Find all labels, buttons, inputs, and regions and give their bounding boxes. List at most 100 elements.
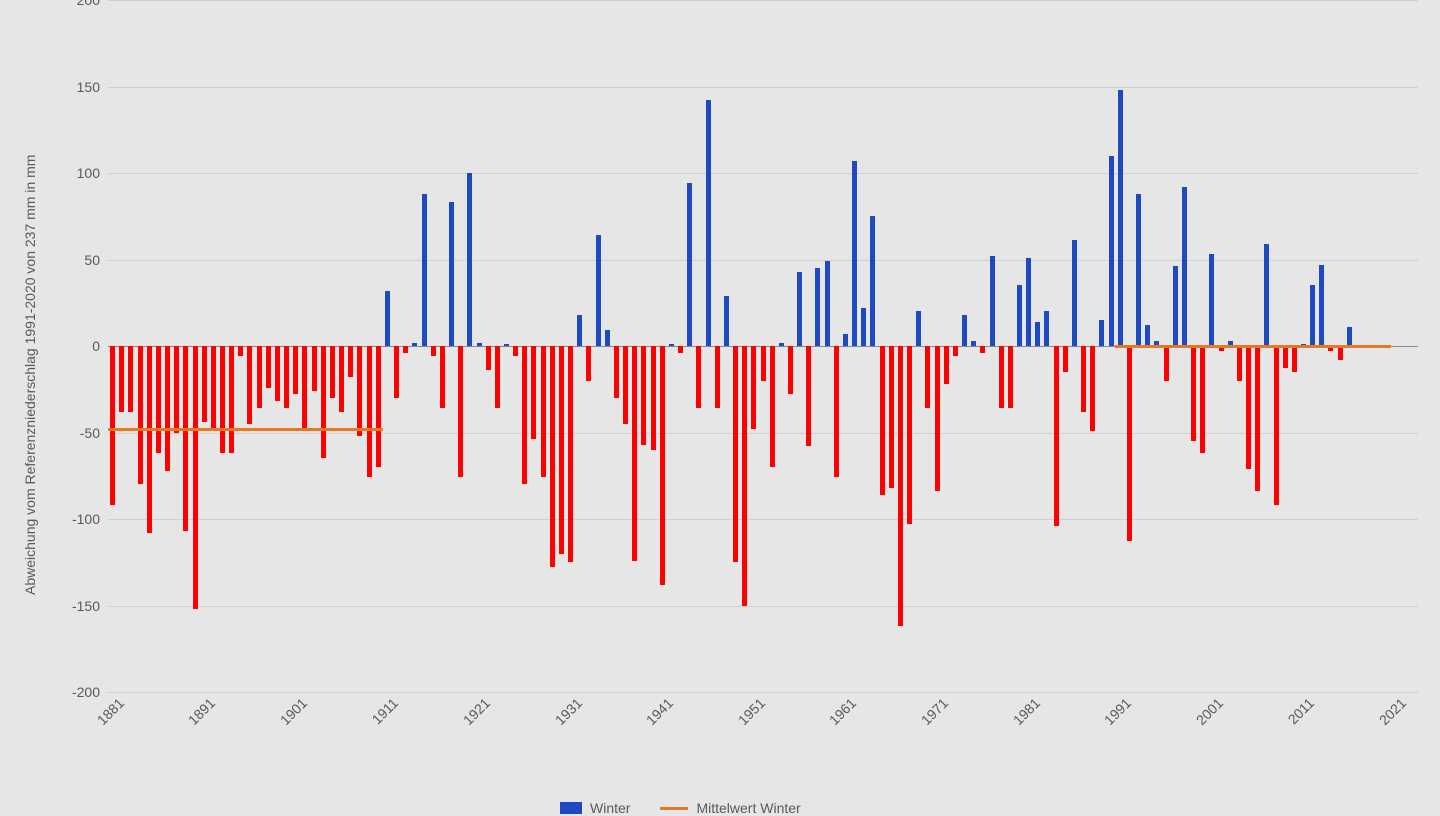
bar <box>990 256 995 346</box>
bar <box>275 346 280 401</box>
bar <box>211 346 216 429</box>
bar <box>907 346 912 524</box>
bar <box>1310 285 1315 346</box>
bar <box>1283 346 1288 368</box>
bar <box>1081 346 1086 412</box>
x-tick-label: 1921 <box>460 695 493 728</box>
x-tick-label: 1931 <box>551 695 584 728</box>
bar <box>687 183 692 346</box>
gridline <box>108 260 1418 261</box>
x-tick-label: 1981 <box>1009 695 1042 728</box>
bar <box>779 343 784 346</box>
bar <box>696 346 701 408</box>
bar <box>357 346 362 436</box>
mean-line-segment <box>1115 345 1391 348</box>
bar <box>999 346 1004 408</box>
bar <box>669 344 674 346</box>
bar <box>568 346 573 562</box>
bar <box>852 161 857 346</box>
bar <box>623 346 628 424</box>
x-tick-label: 1911 <box>369 695 402 728</box>
precipitation-anomaly-chart: Abweichung vom Referenzniederschlag 1991… <box>0 0 1440 810</box>
bar <box>412 343 417 346</box>
bar <box>193 346 198 609</box>
bar <box>440 346 445 408</box>
bar <box>147 346 152 533</box>
x-tick-label: 1991 <box>1101 695 1134 728</box>
bar <box>1008 346 1013 408</box>
bar <box>971 341 976 346</box>
legend-swatch-line <box>660 807 688 810</box>
bar <box>229 346 234 453</box>
bar <box>367 346 372 477</box>
legend-item: Mittelwert Winter <box>660 800 800 816</box>
gridline <box>108 692 1418 693</box>
bar <box>431 346 436 356</box>
bar <box>632 346 637 561</box>
bar <box>202 346 207 422</box>
x-tick-label: 2021 <box>1376 695 1409 728</box>
x-tick-label: 1971 <box>918 695 951 728</box>
y-tick-label: -100 <box>72 511 108 527</box>
bar <box>825 261 830 346</box>
bar <box>321 346 326 458</box>
mean-line-segment <box>108 428 384 431</box>
bar <box>815 268 820 346</box>
bar <box>843 334 848 346</box>
bar <box>293 346 298 394</box>
x-tick-label: 1941 <box>643 695 676 728</box>
bar <box>156 346 161 453</box>
y-tick-label: 100 <box>77 165 108 181</box>
bar <box>1136 194 1141 346</box>
bar <box>541 346 546 477</box>
bar <box>522 346 527 484</box>
bar <box>330 346 335 398</box>
plot-area: -200-150-100-500501001502001881189119011… <box>108 0 1418 692</box>
bar <box>1017 285 1022 346</box>
y-tick-label: 150 <box>77 79 108 95</box>
x-tick-label: 1901 <box>277 695 310 728</box>
bar <box>1044 311 1049 346</box>
bar <box>1274 346 1279 505</box>
bar <box>1063 346 1068 372</box>
bar <box>1164 346 1169 381</box>
legend-swatch-bar <box>560 802 582 814</box>
bar <box>880 346 885 495</box>
gridline <box>108 87 1418 88</box>
bar <box>1319 265 1324 346</box>
bar <box>577 315 582 346</box>
bar <box>1054 346 1059 526</box>
gridline <box>108 519 1418 520</box>
x-tick-label: 2001 <box>1193 695 1226 728</box>
bar <box>1182 187 1187 346</box>
bar <box>119 346 124 412</box>
bar <box>559 346 564 554</box>
bar <box>1118 90 1123 346</box>
gridline <box>108 606 1418 607</box>
bar <box>605 330 610 346</box>
bar <box>1200 346 1205 453</box>
bar <box>614 346 619 398</box>
bar <box>128 346 133 412</box>
bar <box>376 346 381 467</box>
bar <box>861 308 866 346</box>
bar <box>660 346 665 585</box>
bar <box>220 346 225 453</box>
bar <box>247 346 252 424</box>
bar <box>1292 346 1297 372</box>
bar <box>385 291 390 346</box>
bar <box>531 346 536 439</box>
legend-label: Mittelwert Winter <box>696 800 800 816</box>
bar <box>266 346 271 388</box>
bar <box>284 346 289 408</box>
bar <box>678 346 683 353</box>
x-tick-label: 1961 <box>826 695 859 728</box>
bar <box>467 173 472 346</box>
x-tick-label: 1951 <box>735 695 768 728</box>
bar <box>1338 346 1343 360</box>
bar <box>1237 346 1242 381</box>
bar <box>834 346 839 477</box>
bar <box>183 346 188 531</box>
bar <box>403 346 408 353</box>
bar <box>586 346 591 381</box>
